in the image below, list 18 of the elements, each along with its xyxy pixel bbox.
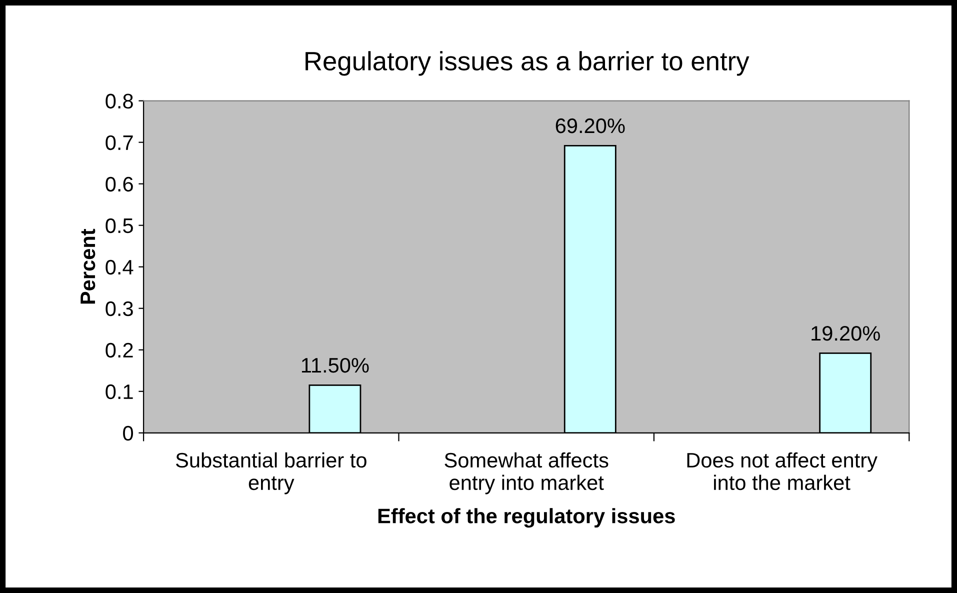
x-tick-label: Somewhat affects entry into market — [444, 452, 608, 494]
y-tick-label: 0.8 — [106, 94, 133, 109]
chart-title: Regulatory issues as a barrier to entry — [306, 51, 750, 76]
y-tick-label: 0.4 — [106, 260, 134, 275]
y-tick-label: 0.2 — [106, 342, 133, 358]
y-axis-title: Percent — [80, 228, 96, 304]
data-label: 69.20% — [556, 118, 625, 134]
y-tick-label: 0 — [123, 426, 134, 441]
data-label: 19.20% — [812, 326, 880, 341]
x-tick-label: Does not affect entry into the market — [687, 452, 878, 490]
y-tick-label: 0.7 — [106, 135, 133, 150]
y-tick-label: 0.1 — [106, 384, 133, 400]
data-label: 11.50% — [302, 358, 369, 373]
y-tick-label: 0.6 — [106, 176, 133, 192]
y-tick-label: 0.5 — [106, 218, 133, 234]
x-axis-title: Effect of the regulatory issues — [378, 508, 675, 528]
x-tick-label: Substantial barrier to entry — [176, 452, 366, 494]
y-tick-label: 0.3 — [106, 301, 133, 316]
